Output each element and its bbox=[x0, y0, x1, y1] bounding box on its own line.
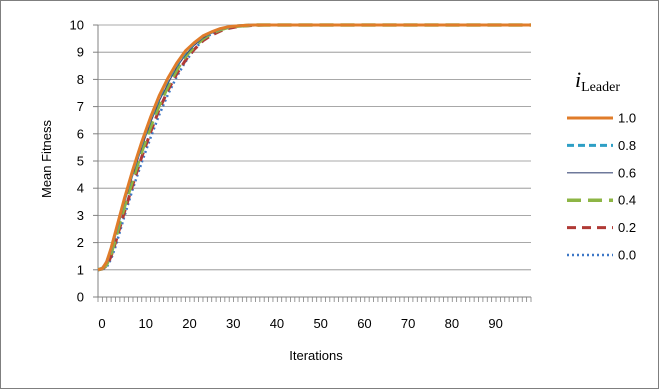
series-line-1-0 bbox=[97, 23, 531, 272]
series-line-0-2 bbox=[97, 23, 531, 272]
series-line-0-4 bbox=[97, 23, 531, 272]
legend-items: 1.0 0.8 0.6 0.4 0.2 0.0 bbox=[567, 111, 636, 263]
y-tick-label: 7 bbox=[77, 99, 84, 114]
legend-label-0-4: 0.4 bbox=[618, 193, 636, 208]
legend-label-0-0: 0.0 bbox=[618, 248, 636, 263]
legend-title-main: i bbox=[575, 67, 581, 92]
x-tick-label: 0 bbox=[98, 316, 105, 331]
x-tick-label: 80 bbox=[445, 316, 459, 331]
x-tick-label: 50 bbox=[313, 316, 327, 331]
tick-labels: 0 1 2 3 4 5 6 7 8 9 10 0 10 20 30 40 50 60 70 80 90 bbox=[70, 18, 503, 332]
gridlines bbox=[98, 24, 531, 271]
y-tick-label: 3 bbox=[77, 208, 84, 223]
x-tick-label: 40 bbox=[270, 316, 284, 331]
y-tick-label: 5 bbox=[77, 154, 84, 169]
series-lines bbox=[97, 23, 531, 272]
series-line-0-6 bbox=[97, 24, 531, 271]
legend-title: iLeader bbox=[575, 67, 620, 95]
y-tick-label: 10 bbox=[70, 18, 84, 33]
axes bbox=[93, 24, 532, 302]
legend-label-1-0: 1.0 bbox=[618, 111, 636, 126]
y-tick-label: 8 bbox=[77, 72, 84, 87]
x-tick-label: 30 bbox=[226, 316, 240, 331]
x-tick-label: 60 bbox=[357, 316, 371, 331]
legend: iLeader 1.0 0.8 0.6 0.4 0.2 0.0 bbox=[567, 67, 636, 263]
legend-label-0-2: 0.2 bbox=[618, 220, 636, 235]
x-axis-title: Iterations bbox=[289, 348, 343, 363]
x-tick-label: 20 bbox=[182, 316, 196, 331]
y-tick-label: 4 bbox=[77, 181, 84, 196]
y-tick-label: 9 bbox=[77, 45, 84, 60]
series-line-0-0 bbox=[97, 23, 531, 272]
legend-label-0-6: 0.6 bbox=[618, 165, 636, 180]
y-tick-label: 2 bbox=[77, 235, 84, 250]
y-tick-label: 0 bbox=[77, 290, 84, 305]
y-axis-title: Mean Fitness bbox=[39, 119, 54, 198]
series-line-0-8 bbox=[97, 23, 531, 272]
x-tick-label: 70 bbox=[401, 316, 415, 331]
legend-title-sub: Leader bbox=[581, 80, 620, 95]
x-tick-label: 10 bbox=[139, 316, 153, 331]
legend-label-0-8: 0.8 bbox=[618, 138, 636, 153]
x-tick-label: 90 bbox=[488, 316, 502, 331]
y-tick-label: 1 bbox=[77, 262, 84, 277]
y-tick-label: 6 bbox=[77, 126, 84, 141]
